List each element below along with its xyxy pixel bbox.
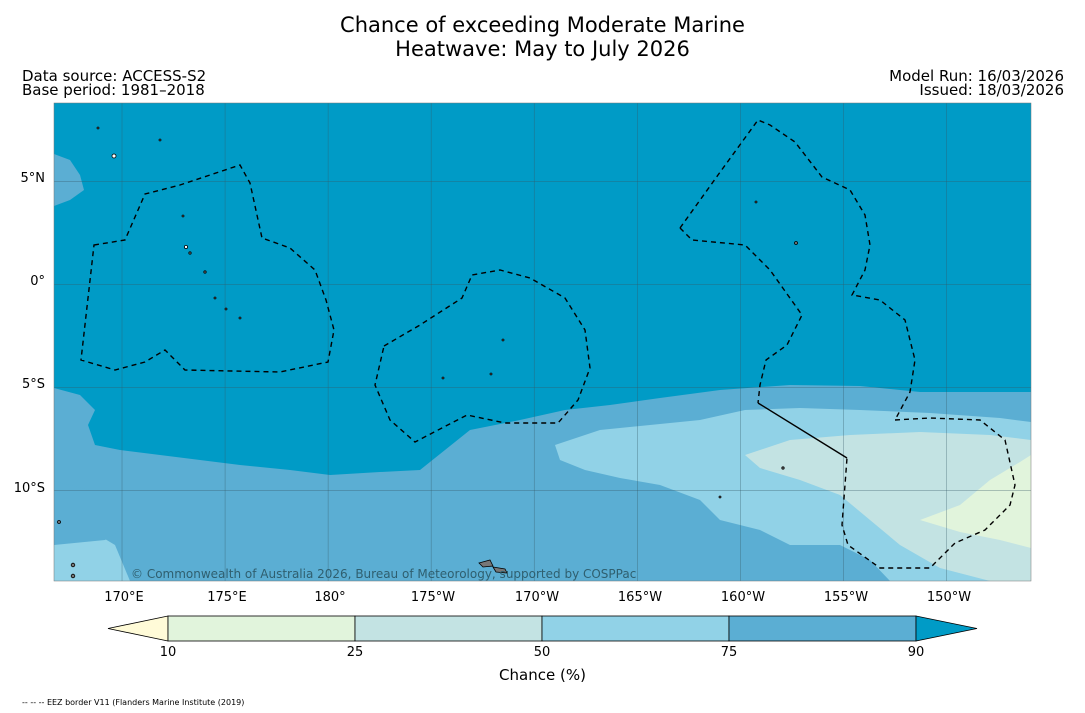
issued-date: Issued: 18/03/2026 (919, 81, 1064, 99)
lon-label-170e: 170°E (104, 590, 144, 605)
island (158, 138, 162, 142)
island (718, 495, 722, 499)
lon-label-165w: 165°W (617, 590, 663, 605)
eez-solid-segment (757, 402, 848, 459)
island-samoa (478, 559, 494, 568)
island (96, 126, 100, 130)
island (57, 520, 61, 524)
island-samoa (492, 566, 508, 574)
island (794, 241, 798, 245)
eez-border-line-islands-west (679, 227, 803, 404)
contour-10-25-southeast (920, 455, 1031, 548)
colorbar-segment (167, 615, 356, 642)
island (441, 376, 445, 380)
colorbar-segment (541, 615, 730, 642)
lon-label-175e: 175°E (207, 590, 247, 605)
map-title-line-1: Chance of exceeding Moderate Marine (340, 13, 745, 37)
island (781, 466, 785, 470)
colorbar-extension-low (107, 615, 169, 642)
island (224, 307, 228, 311)
contour-75-90-west-north (54, 154, 84, 206)
eez-border-phoenix-islands (374, 269, 591, 443)
lat-label-5n: 5°N (20, 171, 46, 186)
data-info-left: Data source: ACCESS-S2 Base period: 1981… (22, 67, 207, 99)
island (501, 338, 505, 342)
lon-label-160w: 160°W (720, 590, 766, 605)
model-run: Model Run: 16/03/2026 (889, 67, 1064, 85)
contour-25-50-south (745, 432, 1031, 581)
island (203, 270, 207, 274)
lon-label-180: 180° (314, 590, 346, 605)
graticule (54, 103, 1031, 581)
colorbar-tick-25: 25 (346, 645, 364, 660)
lon-label-175w: 175°W (410, 590, 456, 605)
lon-label-150w: 150°W (926, 590, 972, 605)
island (489, 372, 493, 376)
eez-border-line-islands-south (841, 417, 1016, 569)
island (181, 214, 185, 218)
eez-footnote: -- -- -- EEZ border V11 (Flanders Marine… (22, 698, 245, 707)
island (111, 153, 117, 159)
eez-borders (80, 119, 1016, 569)
data-source: Data source: ACCESS-S2 (22, 67, 207, 85)
lat-label-5s: 5°S (21, 377, 45, 392)
colorbar-tick-50: 50 (533, 645, 551, 660)
island (70, 562, 76, 568)
island (213, 296, 217, 300)
colorbar-tick-90: 90 (907, 645, 925, 660)
map-title-line-2: Heatwave: May to July 2026 (395, 37, 690, 61)
lat-label-0: 0° (30, 274, 45, 289)
colorbar-segment (354, 615, 543, 642)
colorbar-tick-10: 10 (159, 645, 177, 660)
island (188, 251, 192, 255)
colorbar-extension-high (915, 615, 978, 642)
colorbar (107, 615, 978, 642)
map-title: Chance of exceeding Moderate Marine Heat… (0, 13, 1085, 61)
colorbar-title: Chance (%) (499, 666, 586, 684)
lon-label-170w: 170°W (514, 590, 560, 605)
island (70, 573, 76, 579)
lat-label-10s: 10°S (13, 481, 45, 496)
map-frame (53, 102, 1032, 582)
colorbar-segment (728, 615, 917, 642)
eez-border-tuvalu-kiribati-west (80, 164, 335, 373)
contour-75-90-southwest-patch (54, 481, 128, 545)
eez-border-line-islands-north (679, 119, 916, 421)
islands (57, 126, 798, 579)
colorbar-tick-75: 75 (720, 645, 738, 660)
data-info-right: Model Run: 16/03/2026 Issued: 18/03/2026 (889, 67, 1064, 99)
island (183, 244, 188, 249)
island (238, 316, 242, 320)
base-period: Base period: 1981–2018 (22, 81, 205, 99)
map-attribution: © Commonwealth of Australia 2026, Bureau… (131, 567, 636, 581)
lon-label-155w: 155°W (823, 590, 869, 605)
island (754, 200, 758, 204)
